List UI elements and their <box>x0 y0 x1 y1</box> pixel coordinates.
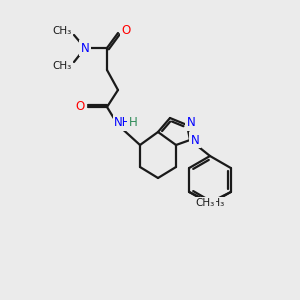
Text: CH₃: CH₃ <box>195 198 214 208</box>
Text: NH: NH <box>114 116 132 130</box>
Text: N: N <box>187 116 195 130</box>
Text: CH₃: CH₃ <box>206 198 225 208</box>
Text: CH₃: CH₃ <box>52 26 72 36</box>
Text: N: N <box>190 134 200 146</box>
Text: H: H <box>129 116 137 130</box>
Text: N: N <box>81 41 89 55</box>
Text: CH₃: CH₃ <box>52 61 72 71</box>
Text: O: O <box>122 25 130 38</box>
Text: O: O <box>75 100 85 113</box>
